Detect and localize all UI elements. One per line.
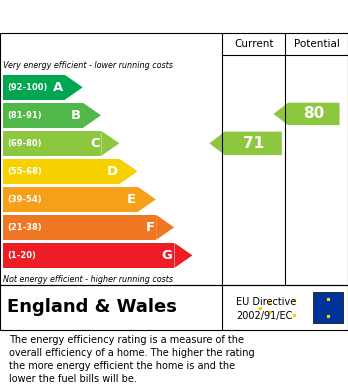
Bar xyxy=(3,187,138,212)
Bar xyxy=(3,103,83,128)
Text: Current: Current xyxy=(234,39,274,49)
Text: The energy efficiency rating is a measure of the
overall efficiency of a home. T: The energy efficiency rating is a measur… xyxy=(9,335,254,384)
Bar xyxy=(3,75,65,100)
Text: (81-91): (81-91) xyxy=(8,111,42,120)
Text: (21-38): (21-38) xyxy=(8,223,42,232)
Text: A: A xyxy=(53,81,63,94)
Bar xyxy=(3,215,156,240)
Polygon shape xyxy=(138,187,156,212)
Polygon shape xyxy=(101,131,119,156)
Text: England & Wales: England & Wales xyxy=(7,298,177,316)
Text: D: D xyxy=(107,165,118,178)
Text: (39-54): (39-54) xyxy=(8,195,42,204)
Text: B: B xyxy=(71,109,81,122)
Polygon shape xyxy=(156,215,174,240)
Text: (1-20): (1-20) xyxy=(8,251,37,260)
Polygon shape xyxy=(120,159,137,184)
Text: (92-100): (92-100) xyxy=(8,83,48,92)
Text: EU Directive: EU Directive xyxy=(236,297,296,307)
Text: Potential: Potential xyxy=(294,39,340,49)
Text: C: C xyxy=(90,137,100,150)
Text: (69-80): (69-80) xyxy=(8,139,42,148)
Text: (55-68): (55-68) xyxy=(8,167,42,176)
Polygon shape xyxy=(83,103,101,128)
Text: E: E xyxy=(127,193,136,206)
Text: 71: 71 xyxy=(243,136,264,151)
Text: G: G xyxy=(162,249,173,262)
Text: Not energy efficient - higher running costs: Not energy efficient - higher running co… xyxy=(3,275,174,284)
Text: F: F xyxy=(145,221,155,234)
Polygon shape xyxy=(65,75,83,100)
Text: Energy Efficiency Rating: Energy Efficiency Rating xyxy=(10,9,239,27)
Text: 2002/91/EC: 2002/91/EC xyxy=(236,310,292,321)
Bar xyxy=(313,292,343,323)
Bar xyxy=(3,243,174,268)
Text: Very energy efficient - lower running costs: Very energy efficient - lower running co… xyxy=(3,61,173,70)
Polygon shape xyxy=(174,243,192,268)
Polygon shape xyxy=(209,132,282,155)
Bar xyxy=(3,131,101,156)
Polygon shape xyxy=(274,103,340,125)
Bar xyxy=(3,159,120,184)
Text: 80: 80 xyxy=(303,106,324,122)
